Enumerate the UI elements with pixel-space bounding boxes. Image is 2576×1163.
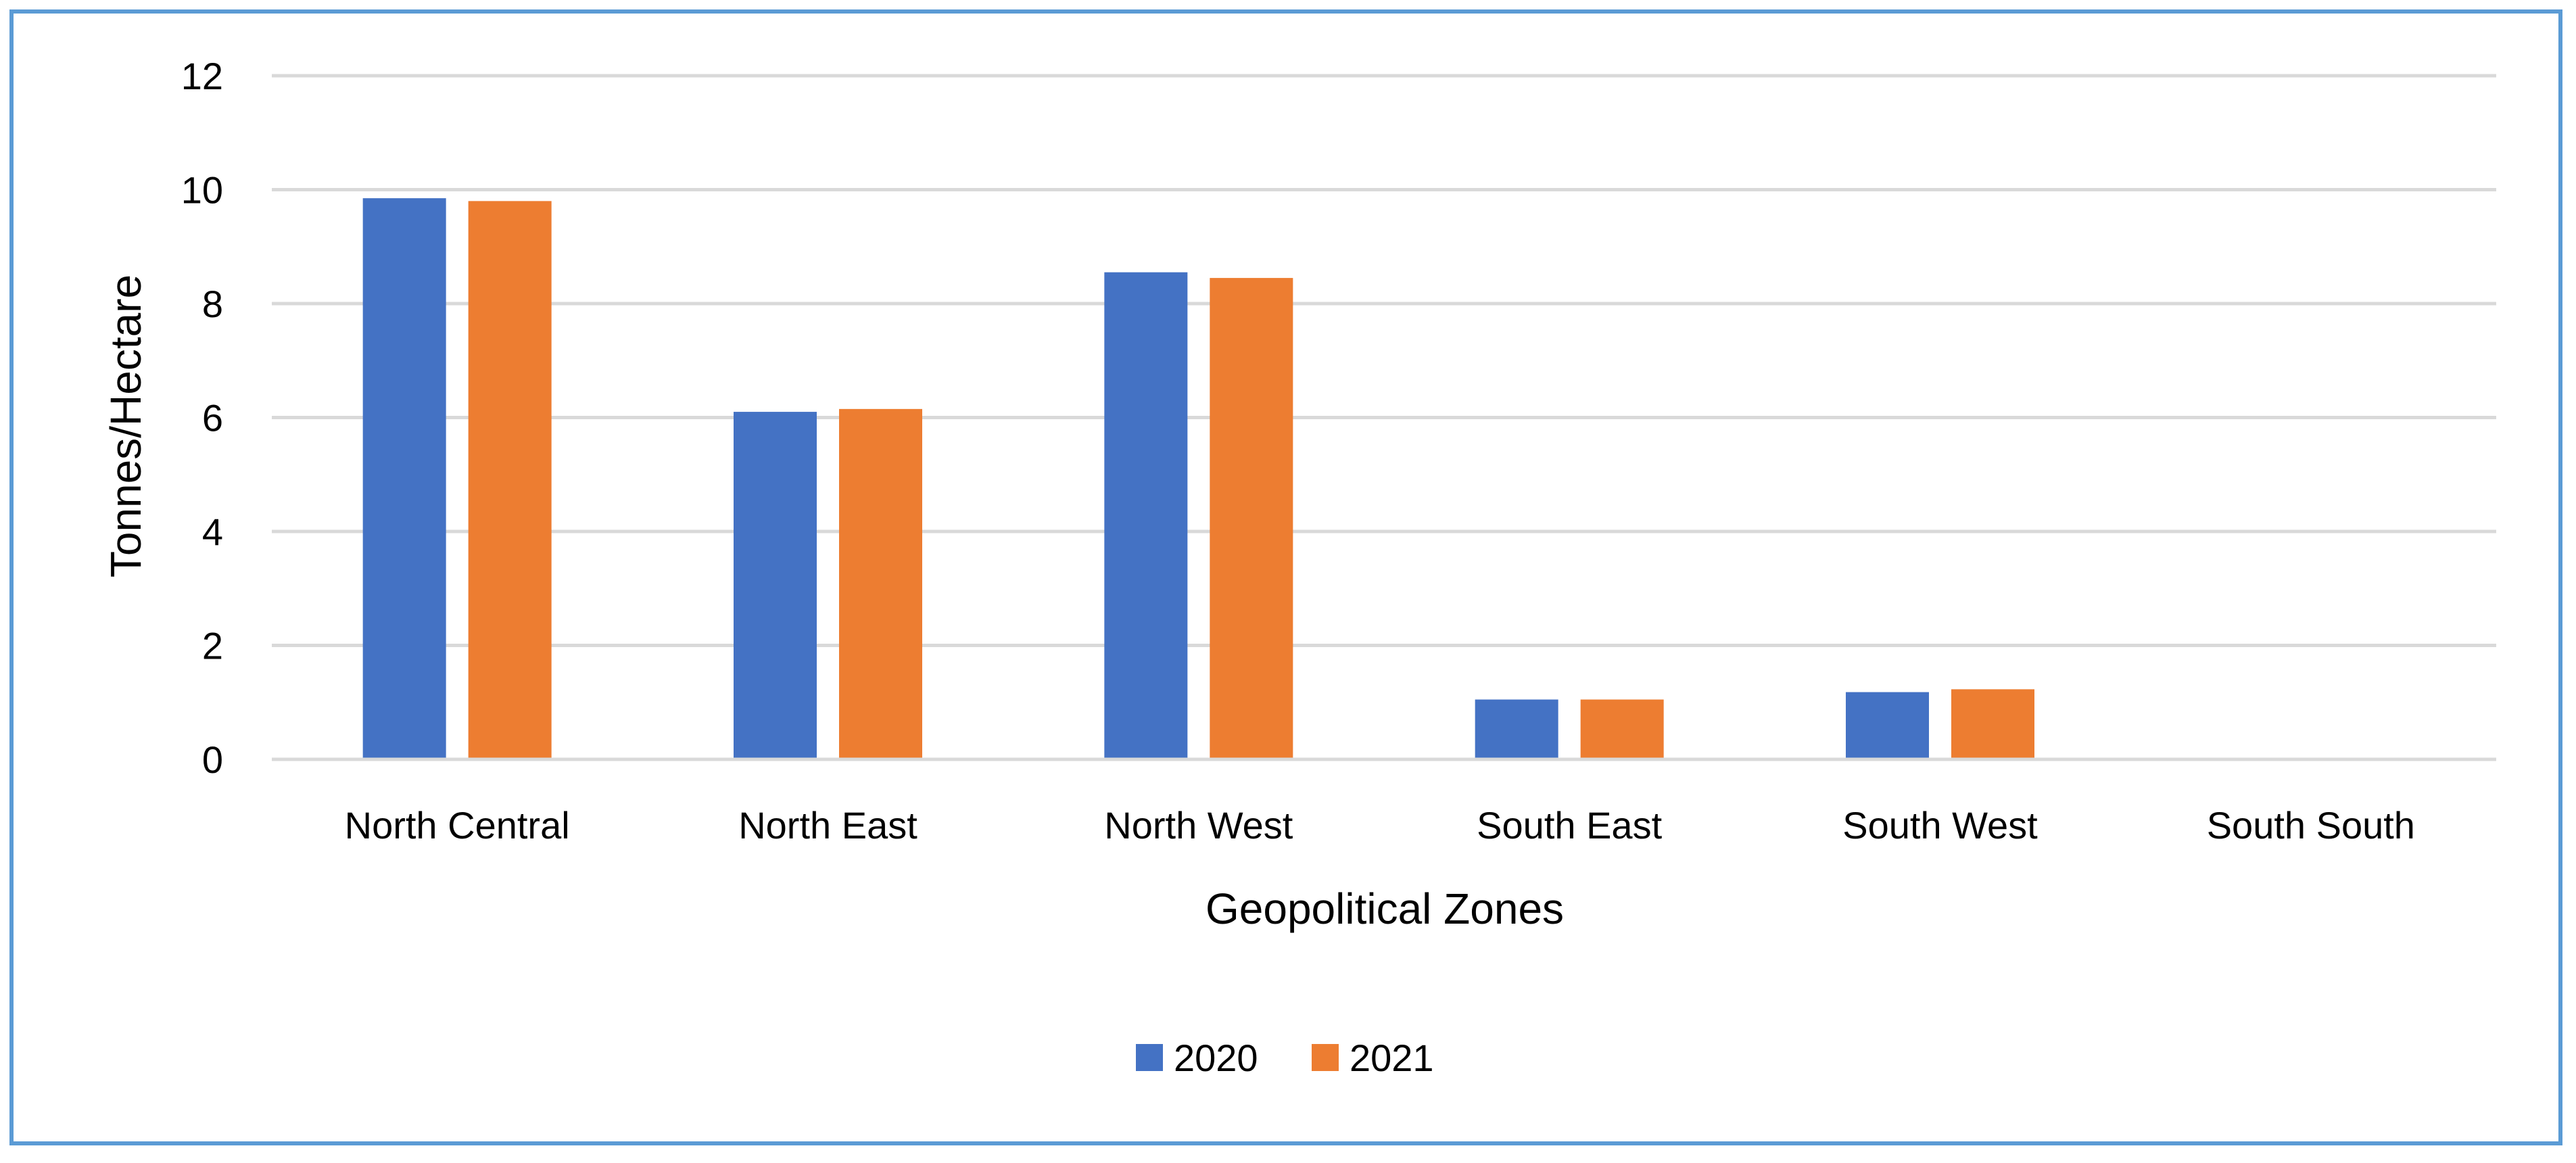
x-axis-title: Geopolitical Zones <box>1206 884 1564 933</box>
x-tick-label: South West <box>1842 804 2038 847</box>
bar-2020-south-west <box>1846 692 1929 759</box>
y-tick-label: 6 <box>202 397 223 440</box>
legend-label-2021: 2021 <box>1350 1037 1434 1079</box>
bar-2020-south-east <box>1475 699 1558 759</box>
bars <box>272 198 2496 761</box>
bar-2021-south-east <box>1580 699 1664 759</box>
legend-swatch-2021 <box>1312 1044 1339 1071</box>
legend-label-2020: 2020 <box>1174 1037 1258 1079</box>
bar-2021-north-west <box>1210 278 1293 759</box>
x-axis-ticks: North Central North East North West South E… <box>345 804 2415 847</box>
y-tick-label: 10 <box>181 169 223 212</box>
bar-2021-south-west <box>1951 689 2034 759</box>
bar-2020-north-central <box>362 198 446 759</box>
y-tick-label: 4 <box>202 511 223 553</box>
bar-2020-north-west <box>1104 272 1188 760</box>
y-axis-title: Tonnes/Hectare <box>101 275 150 577</box>
x-tick-label: North Central <box>345 804 570 847</box>
legend: 2020 2021 <box>1136 1037 1434 1079</box>
y-tick-label: 12 <box>181 55 223 97</box>
bar-2020-north-east <box>734 412 817 759</box>
y-axis-ticks: 0 2 4 6 8 10 12 <box>181 55 223 781</box>
x-tick-label: North West <box>1104 804 1293 847</box>
x-tick-label: North East <box>738 804 917 847</box>
bar-2021-north-east <box>839 408 922 759</box>
y-tick-label: 8 <box>202 283 223 325</box>
gridlines <box>272 74 2496 761</box>
y-tick-label: 2 <box>202 625 223 667</box>
x-tick-label: South South <box>2207 804 2415 847</box>
x-tick-label: South East <box>1477 804 1662 847</box>
bar-2021-north-central <box>468 201 552 760</box>
y-tick-label: 0 <box>202 738 223 781</box>
legend-swatch-2020 <box>1136 1044 1163 1071</box>
